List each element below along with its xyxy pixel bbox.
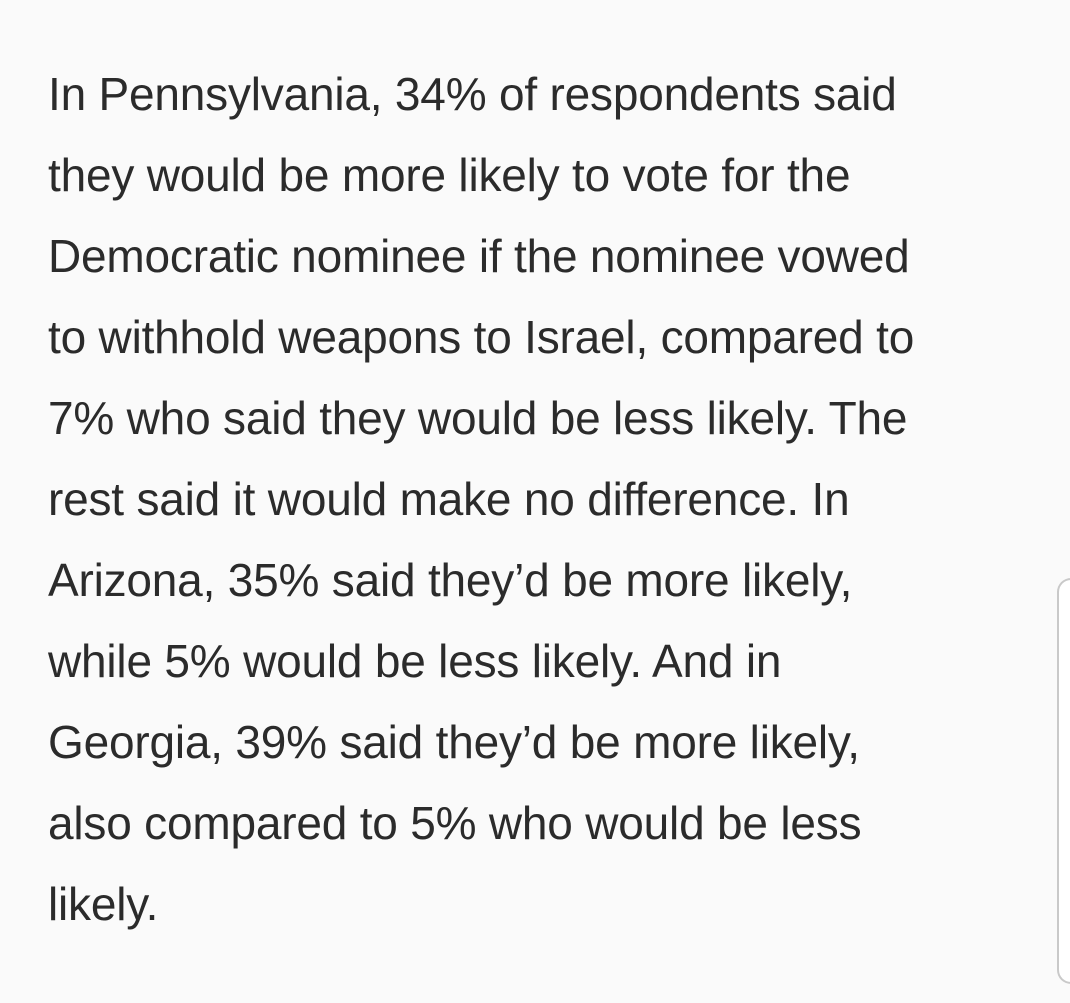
paragraph-line: Arizona, 35% said they’d be more likely, <box>48 554 853 606</box>
paragraph-line: rest said it would make no difference. I… <box>48 473 850 525</box>
paragraph-line: to withhold weapons to Israel, compared … <box>48 311 915 363</box>
article-paragraph: In Pennsylvania, 34% of respondents said… <box>48 54 1048 945</box>
paragraph-line: also compared to 5% who would be less <box>48 797 862 849</box>
paragraph-line: while 5% would be less likely. And in <box>48 635 782 687</box>
paragraph-line: likely. <box>48 878 159 930</box>
paragraph-line: Democratic nominee if the nominee vowed <box>48 230 910 282</box>
paragraph-line: they would be more likely to vote for th… <box>48 149 851 201</box>
paragraph-line: 7% who said they would be less likely. T… <box>48 392 908 444</box>
edge-panel-handle[interactable] <box>1057 578 1070 984</box>
paragraph-line: In Pennsylvania, 34% of respondents said <box>48 68 897 120</box>
paragraph-line: Georgia, 39% said they’d be more likely, <box>48 716 860 768</box>
